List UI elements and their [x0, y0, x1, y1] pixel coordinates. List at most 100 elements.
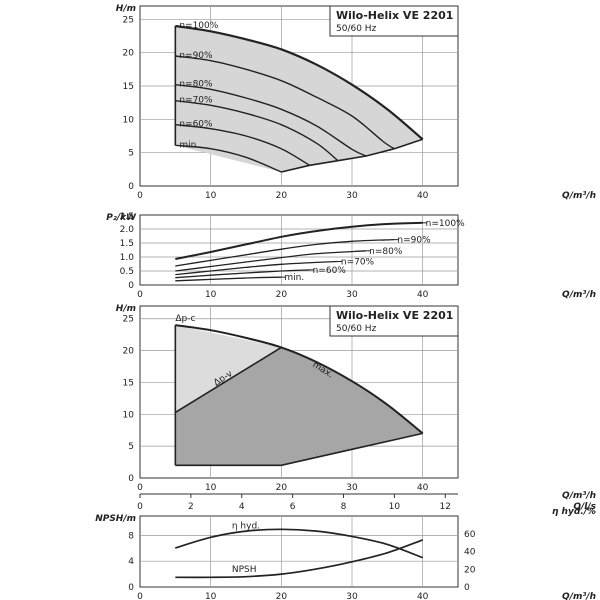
- y-tick-label: 8: [128, 531, 134, 541]
- head-curve-label: min.: [179, 140, 199, 150]
- y-axis-title: NPSH/m: [95, 514, 136, 524]
- y-tick-label: 4: [128, 557, 134, 567]
- ls-tick-label: 12: [440, 502, 451, 512]
- ls-tick-label: 8: [341, 502, 347, 512]
- y-tick-label: 0: [128, 583, 134, 593]
- y-tick-label: 0: [128, 474, 134, 484]
- y2-tick-label: 20: [464, 565, 476, 575]
- head-curve: [175, 84, 367, 157]
- x-tick-label: 0: [137, 191, 143, 201]
- power-curve: [175, 221, 423, 260]
- x-tick-label: 30: [346, 592, 358, 600]
- ls-tick-label: 6: [290, 502, 296, 512]
- power-curve-label: n=60%: [313, 266, 347, 276]
- lower-boundary-line: [281, 138, 423, 173]
- x-tick-label: 10: [205, 290, 217, 300]
- head-curve-label: n=100%: [179, 21, 218, 31]
- npsh-efficiency-chart: η hyd. NPSH 0 20 40 60 η hyd./% 0 4 8 0 10 20 30 40 NPS…: [95, 507, 596, 600]
- y2-tick-label: 0: [464, 583, 470, 593]
- y-tick-label: 2.0: [120, 225, 135, 235]
- power-curve-label: n=90%: [397, 236, 431, 246]
- chart-title: Wilo-Helix VE 2201: [336, 309, 453, 322]
- y-tick-label: 10: [123, 115, 135, 125]
- head-curve-label: n=60%: [179, 120, 213, 130]
- x-tick-label: 20: [276, 592, 288, 600]
- y-tick-label: 0: [128, 182, 134, 192]
- ls-tick-label: 4: [239, 502, 245, 512]
- x-tick-label: 40: [417, 592, 429, 600]
- dp-v-line: [174, 346, 282, 414]
- title-box: [329, 5, 459, 37]
- x-tick-label: 30: [346, 290, 358, 300]
- x-tick-label: 10: [205, 592, 217, 600]
- y-tick-label: 1.5: [120, 239, 134, 249]
- title-box: [329, 305, 459, 337]
- dp-c-area: [175, 325, 282, 413]
- head-curve-label: n=90%: [179, 51, 213, 61]
- operating-area: [175, 26, 423, 172]
- ls-tick-label: 0: [137, 502, 143, 512]
- y-axis-title: H/m: [116, 304, 136, 314]
- power-curve: [175, 276, 282, 282]
- x-tick-label: 0: [137, 592, 143, 600]
- y2-axis-title: η hyd./%: [552, 507, 596, 517]
- power-curve-label: n=80%: [369, 247, 403, 257]
- x-tick-label: 10: [205, 191, 217, 201]
- plot-frame: [139, 515, 459, 588]
- y-axis-title: H/m: [116, 4, 136, 14]
- x-axis-title: Q/m³/h: [562, 191, 596, 201]
- x-axis-title: Q/m³/h: [562, 592, 596, 600]
- x-axis-title: Q/m³/h: [562, 491, 596, 501]
- x-tick-label: 40: [417, 290, 429, 300]
- chart-title: Wilo-Helix VE 2201: [336, 9, 453, 22]
- y-tick-label: 15: [123, 378, 134, 388]
- dp-v-area: [175, 347, 423, 466]
- x-tick-label: 20: [276, 483, 288, 493]
- head-curve: [175, 100, 339, 162]
- x-tick-label: 0: [137, 483, 143, 493]
- y-tick-label: 1.0: [120, 253, 135, 263]
- power-curve: [175, 260, 338, 276]
- y-tick-label: 20: [123, 347, 135, 357]
- power-curve-label: n=70%: [341, 257, 375, 267]
- x-tick-label: 40: [417, 191, 429, 201]
- min-boundary-line: [175, 432, 423, 467]
- chart-subtitle: 50/60 Hz: [336, 24, 377, 34]
- efficiency-curve: [175, 528, 423, 559]
- npsh-label: NPSH: [232, 565, 257, 575]
- y-tick-label: 25: [123, 15, 134, 25]
- dp-c-label: Δp-c: [175, 314, 195, 324]
- chart-subtitle: 50/60 Hz: [336, 324, 377, 334]
- ls-tick-label: 2: [188, 502, 194, 512]
- x-tick-label: 30: [346, 191, 358, 201]
- x-tick-label: 0: [137, 290, 143, 300]
- y-tick-label: 0: [128, 281, 134, 291]
- ls-axis-title: Q/l/s: [573, 502, 596, 512]
- head-curves-chart: n=100% n=90% n=80% n=70% n=60% min. Wilo-Helix…: [116, 4, 596, 201]
- x-tick-label: 40: [417, 483, 429, 493]
- y2-tick-label: 40: [464, 548, 476, 558]
- head-curve-label: n=80%: [179, 80, 213, 90]
- head-curve: [175, 124, 310, 166]
- x-tick-label: 20: [276, 191, 288, 201]
- y-tick-label: 2.5: [120, 212, 134, 222]
- x-tick-label: 30: [346, 483, 358, 493]
- head-curve: [175, 144, 282, 173]
- power-curve-label: n=100%: [426, 219, 465, 229]
- x-axis-title: Q/m³/h: [562, 290, 596, 300]
- max-curve: [175, 324, 424, 435]
- ls-tick-label: 10: [389, 502, 401, 512]
- y-axis-title: P₂/kW: [106, 213, 137, 223]
- y-tick-label: 20: [123, 49, 135, 59]
- y2-tick-label: 60: [464, 530, 476, 540]
- x-tick-label: 10: [205, 483, 217, 493]
- x-tick-label: 20: [276, 290, 288, 300]
- head-curve: [175, 55, 395, 150]
- head-curve-label: n=70%: [179, 96, 213, 106]
- y-tick-label: 0.5: [120, 267, 134, 277]
- efficiency-label: η hyd.: [232, 521, 260, 531]
- power-curve: [175, 250, 367, 272]
- power-curve: [175, 238, 395, 267]
